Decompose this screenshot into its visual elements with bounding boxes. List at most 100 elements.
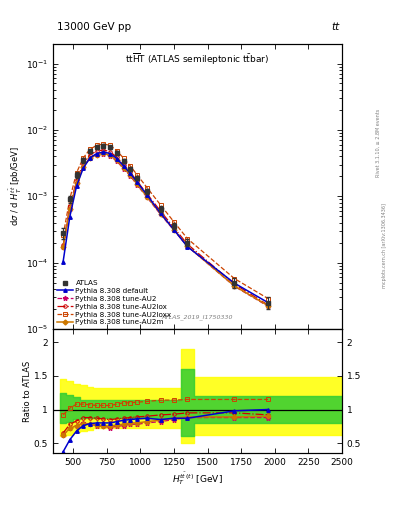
Pythia 8.308 tune-AU2m	[232, 283, 237, 289]
Pythia 8.308 tune-AU2m	[101, 151, 106, 157]
Pythia 8.308 tune-AU2	[81, 163, 86, 169]
Pythia 8.308 tune-AU2m	[185, 243, 190, 249]
Pythia 8.308 tune-AU2	[108, 153, 112, 159]
Pythia 8.308 default	[121, 163, 126, 169]
Pythia 8.308 default	[74, 183, 79, 189]
Pythia 8.308 tune-AU2lox	[158, 208, 163, 214]
Pythia 8.308 default	[172, 227, 176, 233]
Pythia 8.308 tune-AU2lox	[172, 225, 176, 231]
Pythia 8.308 tune-AU2loxx	[94, 142, 99, 148]
Pythia 8.308 tune-AU2lox	[266, 302, 270, 308]
Pythia 8.308 default	[108, 151, 112, 157]
Pythia 8.308 tune-AU2lox	[88, 152, 92, 158]
Pythia 8.308 tune-AU2m	[114, 157, 119, 163]
Pythia 8.308 tune-AU2loxx	[88, 146, 92, 152]
Text: ATLAS_2019_I1750330: ATLAS_2019_I1750330	[162, 315, 233, 321]
Pythia 8.308 tune-AU2lox	[232, 281, 237, 287]
Pythia 8.308 tune-AU2	[128, 173, 133, 179]
Pythia 8.308 tune-AU2	[94, 152, 99, 158]
Pythia 8.308 tune-AU2loxx	[266, 295, 270, 302]
Pythia 8.308 tune-AU2loxx	[121, 155, 126, 161]
Text: mcplots.cern.ch [arXiv:1306.3436]: mcplots.cern.ch [arXiv:1306.3436]	[382, 203, 387, 288]
Pythia 8.308 tune-AU2lox	[61, 242, 66, 248]
Pythia 8.308 tune-AU2lox	[108, 148, 112, 155]
Pythia 8.308 tune-AU2lox	[94, 148, 99, 154]
Pythia 8.308 tune-AU2	[101, 151, 106, 157]
Pythia 8.308 tune-AU2lox	[74, 177, 79, 183]
Pythia 8.308 tune-AU2m	[121, 165, 126, 171]
Pythia 8.308 tune-AU2m	[81, 164, 86, 170]
Pythia 8.308 tune-AU2lox	[114, 154, 119, 160]
Pythia 8.308 tune-AU2lox	[101, 147, 106, 153]
Pythia 8.308 tune-AU2m	[94, 152, 99, 158]
Line: Pythia 8.308 tune-AU2m: Pythia 8.308 tune-AU2m	[61, 152, 270, 307]
Pythia 8.308 tune-AU2m	[74, 180, 79, 186]
Pythia 8.308 tune-AU2loxx	[81, 155, 86, 161]
Pythia 8.308 tune-AU2	[232, 283, 237, 289]
Pythia 8.308 tune-AU2m	[145, 194, 149, 200]
Pythia 8.308 tune-AU2loxx	[114, 147, 119, 154]
Pythia 8.308 default	[266, 300, 270, 306]
Pythia 8.308 tune-AU2m	[108, 153, 112, 159]
Pythia 8.308 tune-AU2lox	[135, 178, 140, 184]
Line: Pythia 8.308 default: Pythia 8.308 default	[61, 151, 270, 304]
Pythia 8.308 tune-AU2m	[128, 172, 133, 178]
Pythia 8.308 tune-AU2loxx	[145, 185, 149, 191]
Text: tt: tt	[332, 22, 340, 32]
Line: Pythia 8.308 tune-AU2loxx: Pythia 8.308 tune-AU2loxx	[61, 142, 270, 301]
Pythia 8.308 tune-AU2m	[88, 155, 92, 161]
Pythia 8.308 tune-AU2m	[266, 303, 270, 309]
Legend: ATLAS, Pythia 8.308 default, Pythia 8.308 tune-AU2, Pythia 8.308 tune-AU2lox, Py: ATLAS, Pythia 8.308 default, Pythia 8.30…	[55, 278, 174, 328]
Pythia 8.308 tune-AU2lox	[121, 162, 126, 168]
Pythia 8.308 tune-AU2m	[61, 244, 66, 250]
Line: Pythia 8.308 tune-AU2: Pythia 8.308 tune-AU2	[61, 152, 270, 309]
Pythia 8.308 default	[94, 151, 99, 157]
Pythia 8.308 tune-AU2	[172, 227, 176, 233]
Pythia 8.308 tune-AU2lox	[81, 161, 86, 167]
Pythia 8.308 tune-AU2	[185, 243, 190, 249]
Y-axis label: Ratio to ATLAS: Ratio to ATLAS	[24, 360, 33, 422]
Y-axis label: d$\sigma$ / d $H_T^{t\bar{t}}$ [pb/GeV]: d$\sigma$ / d $H_T^{t\bar{t}}$ [pb/GeV]	[8, 146, 24, 226]
Pythia 8.308 tune-AU2	[135, 182, 140, 188]
Pythia 8.308 tune-AU2lox	[68, 203, 72, 209]
Pythia 8.308 tune-AU2loxx	[74, 169, 79, 176]
Pythia 8.308 tune-AU2	[88, 155, 92, 161]
Pythia 8.308 default	[88, 155, 92, 161]
Pythia 8.308 default	[145, 192, 149, 198]
Pythia 8.308 tune-AU2	[266, 303, 270, 309]
Pythia 8.308 default	[81, 165, 86, 171]
Pythia 8.308 default	[158, 210, 163, 217]
Pythia 8.308 default	[128, 170, 133, 177]
Pythia 8.308 tune-AU2loxx	[61, 232, 66, 239]
Pythia 8.308 default	[61, 259, 66, 265]
Pythia 8.308 tune-AU2m	[135, 181, 140, 187]
Pythia 8.308 tune-AU2	[61, 244, 66, 250]
Text: 13000 GeV pp: 13000 GeV pp	[57, 22, 131, 32]
Pythia 8.308 tune-AU2m	[158, 210, 163, 217]
Pythia 8.308 default	[185, 244, 190, 250]
Pythia 8.308 tune-AU2	[68, 206, 72, 212]
Pythia 8.308 default	[101, 149, 106, 155]
Pythia 8.308 tune-AU2loxx	[108, 142, 112, 148]
Pythia 8.308 tune-AU2loxx	[172, 219, 176, 225]
Pythia 8.308 tune-AU2m	[68, 206, 72, 212]
Pythia 8.308 default	[232, 280, 237, 286]
Pythia 8.308 tune-AU2loxx	[128, 163, 133, 169]
Pythia 8.308 tune-AU2loxx	[185, 236, 190, 242]
Text: Rivet 3.1.10, ≥ 2.8M events: Rivet 3.1.10, ≥ 2.8M events	[376, 109, 380, 178]
Pythia 8.308 tune-AU2lox	[128, 169, 133, 176]
Pythia 8.308 tune-AU2loxx	[101, 141, 106, 147]
Pythia 8.308 tune-AU2	[121, 166, 126, 172]
Pythia 8.308 tune-AU2loxx	[232, 275, 237, 282]
Pythia 8.308 tune-AU2	[158, 211, 163, 218]
Pythia 8.308 default	[114, 156, 119, 162]
Pythia 8.308 tune-AU2lox	[185, 241, 190, 247]
Pythia 8.308 default	[68, 214, 72, 220]
Line: Pythia 8.308 tune-AU2lox: Pythia 8.308 tune-AU2lox	[61, 148, 270, 307]
Pythia 8.308 tune-AU2	[114, 158, 119, 164]
Pythia 8.308 tune-AU2loxx	[68, 196, 72, 202]
Text: tt$\overline{\rm H}$T (ATLAS semileptonic t$\bar{\rm t}$bar): tt$\overline{\rm H}$T (ATLAS semileptoni…	[125, 52, 270, 67]
Pythia 8.308 tune-AU2	[74, 180, 79, 186]
Pythia 8.308 tune-AU2lox	[145, 191, 149, 197]
Pythia 8.308 tune-AU2loxx	[135, 172, 140, 178]
